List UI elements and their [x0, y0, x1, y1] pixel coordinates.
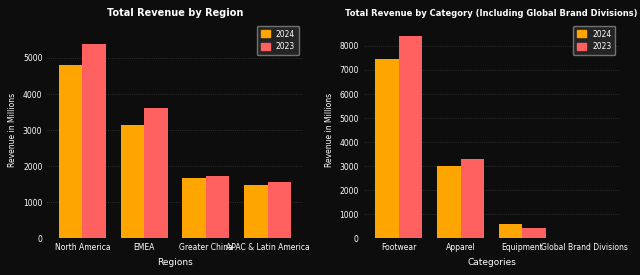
- Legend: 2024, 2023: 2024, 2023: [257, 26, 299, 55]
- Legend: 2024, 2023: 2024, 2023: [573, 26, 616, 55]
- Bar: [437, 166, 461, 238]
- Bar: [120, 125, 144, 238]
- Title: Total Revenue by Region: Total Revenue by Region: [107, 8, 243, 18]
- Bar: [522, 228, 546, 238]
- Title: Total Revenue by Category (Including Global Brand Divisions): Total Revenue by Category (Including Glo…: [345, 9, 637, 18]
- Y-axis label: Revenue in Millions: Revenue in Millions: [8, 93, 17, 167]
- X-axis label: Categories: Categories: [467, 258, 516, 267]
- Bar: [268, 182, 291, 238]
- Bar: [144, 108, 168, 238]
- Bar: [499, 224, 522, 238]
- Bar: [244, 185, 268, 238]
- X-axis label: Regions: Regions: [157, 258, 193, 267]
- Bar: [182, 178, 206, 238]
- Bar: [375, 59, 399, 238]
- Bar: [83, 43, 106, 238]
- Bar: [206, 176, 229, 238]
- Bar: [399, 36, 422, 238]
- Bar: [461, 160, 484, 238]
- Bar: [59, 65, 83, 238]
- Y-axis label: Revenue in Millions: Revenue in Millions: [324, 93, 334, 167]
